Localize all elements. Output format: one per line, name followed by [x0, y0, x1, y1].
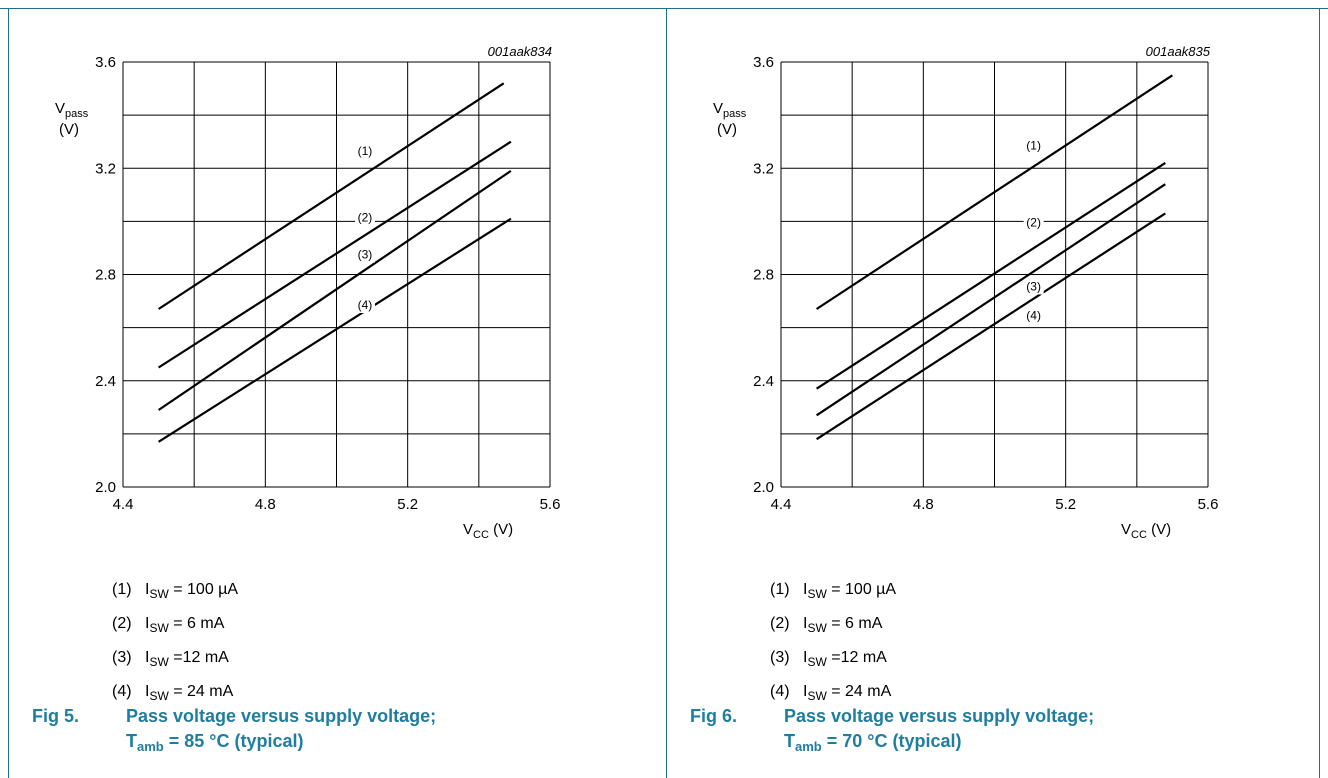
right-rule: [1319, 8, 1320, 778]
y-tick-label: 2.8: [753, 267, 774, 284]
y-tick-label: 3.6: [95, 54, 116, 71]
legend-item-2: (2) ISW = 6 mA: [770, 615, 883, 635]
x-tick-label: 4.8: [913, 496, 934, 513]
middle-rule: [666, 8, 667, 778]
x-tick-label: 5.2: [397, 496, 418, 513]
legend-item-2: (2) ISW = 6 mA: [112, 615, 225, 635]
tick-labels: 2.0 2.4 2.8 3.2 3.6 4.4 4.8 5.2 5.6: [753, 54, 1218, 513]
series-label-1: (1): [1026, 139, 1041, 153]
x-axis-label: VCC (V): [463, 521, 513, 541]
y-axis-unit: (V): [59, 121, 79, 138]
x-tick-label: 5.6: [540, 496, 561, 513]
series-line-4: [816, 212, 1166, 441]
y-tick-label: 3.2: [95, 160, 116, 177]
series-line-3: [157, 169, 512, 411]
caption-title: Pass voltage versus supply voltage;: [126, 706, 437, 726]
y-tick-label: 3.2: [753, 160, 774, 177]
x-tick-label: 4.8: [255, 496, 276, 513]
top-rule: [0, 8, 1328, 9]
caption-condition: Tamb = 85 °C (typical): [126, 731, 304, 754]
series-labels: (1) (2) (3) (4): [1023, 139, 1044, 324]
y-tick-label: 2.8: [95, 267, 116, 284]
series-label-backdrop: [354, 249, 375, 263]
y-axis-label: Vpass: [713, 100, 747, 120]
caption-condition: Tamb = 70 °C (typical): [784, 731, 962, 754]
chart-id-label: 001aak835: [1146, 44, 1211, 59]
left-rule: [8, 8, 9, 778]
caption-title: Pass voltage versus supply voltage;: [784, 706, 1095, 726]
pass-voltage-chart-70c: (1) (2) (3) (4) 2.0 2.4 2.8 3.2 3.6 4.4 4.8 5.2 5.6…: [713, 44, 1218, 541]
y-tick-label: 2.4: [95, 373, 116, 390]
series-label-backdrop: [354, 145, 375, 159]
y-tick-label: 2.0: [753, 479, 774, 496]
x-tick-label: 5.2: [1055, 496, 1076, 513]
series-label-4: (4): [358, 298, 373, 312]
series-label-3: (3): [358, 248, 373, 262]
series-label-backdrop: [1023, 217, 1044, 231]
series-label-2: (2): [358, 210, 373, 224]
y-tick-label: 2.0: [95, 479, 116, 496]
chart-id-label: 001aak834: [488, 44, 552, 59]
figure-number: Fig 6.: [690, 706, 738, 726]
series-label-backdrop: [1023, 281, 1044, 295]
y-tick-label: 3.6: [753, 54, 774, 71]
legend-item-4: (4) ISW = 24 mA: [770, 683, 892, 703]
series-line-3: [815, 183, 1166, 417]
legend-item-3: (3) ISW =12 mA: [770, 649, 887, 669]
series-line-1: [157, 82, 505, 310]
series-label-3: (3): [1026, 279, 1041, 293]
legend: (1) ISW = 100 µA (2) ISW = 6 mA (3) ISW =12…: [112, 573, 238, 709]
series-line-1: [815, 74, 1174, 310]
series-lines: [815, 74, 1174, 441]
y-axis-unit: (V): [717, 121, 737, 138]
grid: [122, 61, 551, 488]
series-label-backdrop: [354, 300, 375, 314]
legend-item-1: (1) ISW = 100 µA: [770, 581, 897, 601]
series-lines: [157, 82, 512, 443]
x-axis-label: VCC (V): [1121, 521, 1171, 541]
figure-number: Fig 5.: [32, 706, 80, 726]
y-axis-label: Vpass: [55, 100, 89, 120]
pass-voltage-chart-85c: (1) (2) (3) (4) 2.0 2.4 2.8 3.2 3.6 4.4 4.8 5.2 5.6…: [55, 44, 560, 541]
series-line-2: [158, 140, 512, 369]
legend-item-4: (4) ISW = 24 mA: [112, 683, 234, 703]
series-line-2: [816, 161, 1166, 390]
series-line-4: [158, 217, 512, 443]
series-label-backdrop: [354, 212, 375, 226]
series-label-1: (1): [358, 144, 373, 158]
figure-panel-6: (1) (2) (3) (4) 2.0 2.4 2.8 3.2 3.6 4.4 4.8 5.2 5.6…: [667, 9, 1324, 778]
legend-item-3: (3) ISW =12 mA: [112, 649, 229, 669]
series-label-backdrop: [1023, 310, 1044, 324]
series-labels: (1) (2) (3) (4): [354, 144, 375, 314]
series-label-2: (2): [1026, 216, 1041, 230]
tick-labels: 2.0 2.4 2.8 3.2 3.6 4.4 4.8 5.2 5.6: [95, 54, 560, 513]
series-label-4: (4): [1026, 309, 1041, 323]
figure-panel-5: (1) (2) (3) (4) 2.0 2.4 2.8 3.2 3.6 4.4 4.8 5.2 5.6…: [9, 9, 666, 778]
x-tick-label: 5.6: [1198, 496, 1219, 513]
legend: (1) ISW = 100 µA (2) ISW = 6 mA (3) ISW =12…: [770, 573, 896, 709]
legend-item-1: (1) ISW = 100 µA: [112, 581, 239, 601]
x-tick-label: 4.4: [771, 496, 792, 513]
series-label-backdrop: [1023, 140, 1044, 154]
y-tick-label: 2.4: [753, 373, 774, 390]
x-tick-label: 4.4: [113, 496, 134, 513]
